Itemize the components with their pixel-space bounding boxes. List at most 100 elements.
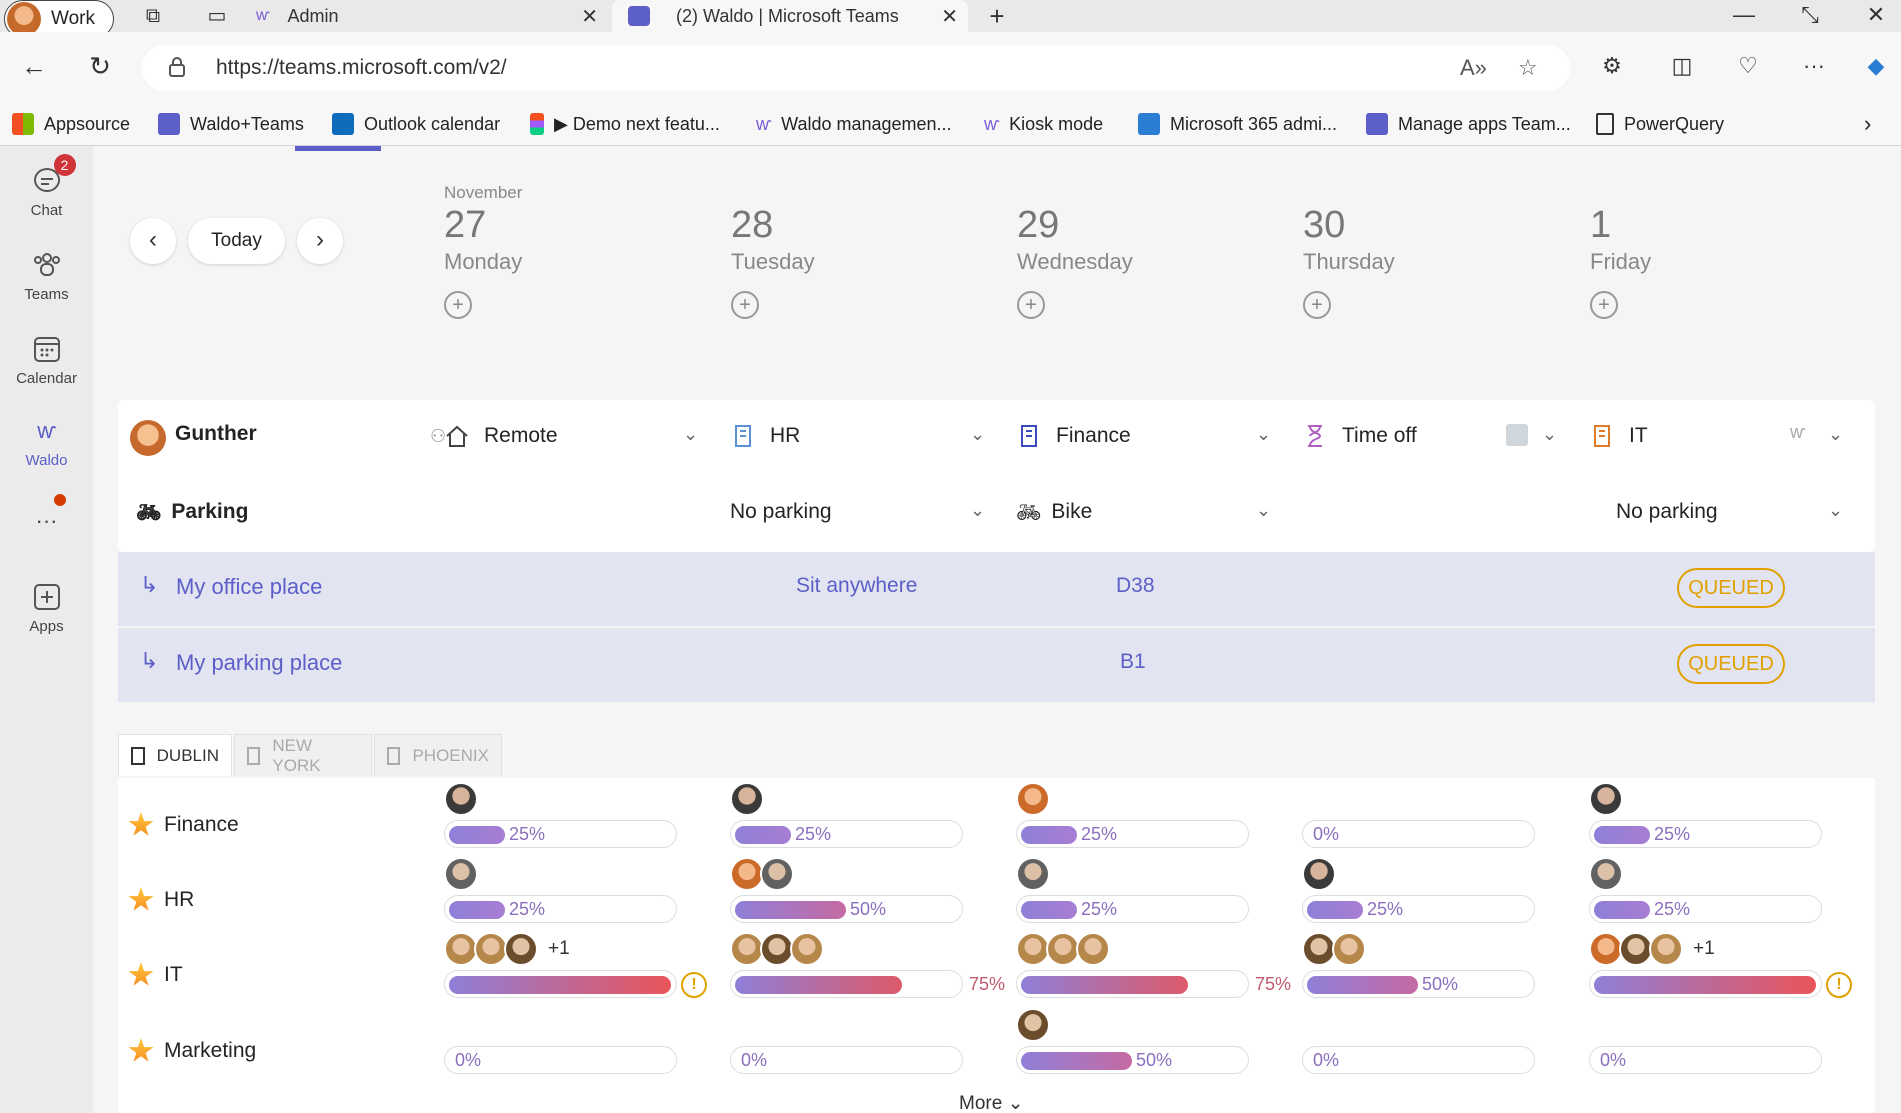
office-place-wednesday[interactable]: D38 bbox=[1116, 574, 1155, 597]
close-tab-icon[interactable]: ✕ bbox=[581, 5, 598, 28]
new-tab-icon[interactable]: + bbox=[989, 1, 1005, 31]
previous-week-button[interactable]: ‹ bbox=[130, 218, 176, 264]
location-wednesday[interactable]: Finance bbox=[1016, 416, 1131, 456]
occupancy-cell[interactable]: 25% bbox=[1016, 782, 1251, 848]
rail-waldo[interactable]: ⱳ Waldo bbox=[0, 416, 93, 469]
chevron-down-icon[interactable]: ⌄ bbox=[970, 424, 986, 444]
subitem-arrow-icon: ↳ bbox=[140, 572, 159, 597]
back-icon[interactable]: ← bbox=[21, 51, 47, 81]
chevron-down-icon[interactable]: ⌄ bbox=[683, 424, 699, 444]
favorites-overflow-chevron-icon[interactable]: › bbox=[1864, 111, 1872, 136]
avatar bbox=[474, 932, 508, 966]
fav-waldo-management[interactable]: ⱳ Waldo managemen... bbox=[756, 110, 952, 138]
add-note-icon[interactable]: + bbox=[1590, 291, 1618, 319]
parking-place-label[interactable]: My parking place bbox=[176, 650, 343, 675]
rail-chat[interactable]: 2 Chat bbox=[0, 154, 93, 219]
occupancy-cell[interactable]: 25% bbox=[1589, 782, 1824, 848]
delegate-icon[interactable]: ⚇ bbox=[430, 426, 447, 446]
fav-waldo-teams[interactable]: Waldo+Teams bbox=[158, 110, 304, 138]
occupancy-cell[interactable]: 0% bbox=[444, 1008, 679, 1074]
rail-calendar[interactable]: Calendar bbox=[0, 334, 93, 387]
minimize-icon[interactable]: — bbox=[1733, 2, 1755, 27]
add-note-icon[interactable]: + bbox=[731, 291, 759, 319]
rail-apps[interactable]: Apps bbox=[0, 582, 93, 635]
chevron-down-icon[interactable]: ⌄ bbox=[1828, 500, 1844, 520]
chevron-down-icon[interactable]: ⌄ bbox=[970, 500, 986, 520]
occupancy-cell[interactable]: 0% bbox=[1302, 782, 1537, 848]
occupancy-cell[interactable]: 0% bbox=[1302, 1008, 1537, 1074]
window-close-icon[interactable]: ✕ bbox=[1866, 2, 1886, 27]
chevron-down-icon[interactable]: ⌄ bbox=[1256, 500, 1272, 520]
occupancy-cell[interactable]: 0% bbox=[730, 1008, 965, 1074]
today-button[interactable]: Today bbox=[188, 218, 285, 264]
building-icon bbox=[131, 746, 145, 765]
fav-kiosk-mode[interactable]: ⱳ Kiosk mode bbox=[984, 110, 1103, 138]
more-apps-icon[interactable]: ··· bbox=[35, 508, 58, 533]
occupancy-cell[interactable]: 50% bbox=[730, 857, 965, 923]
tab-phoenix[interactable]: PHOENIX bbox=[374, 734, 502, 776]
fav-outlook-calendar[interactable]: Outlook calendar bbox=[332, 110, 500, 138]
more-button[interactable]: More ⌄ bbox=[959, 1092, 1024, 1113]
occupancy-cell[interactable]: 25% bbox=[1589, 857, 1824, 923]
occupancy-cell[interactable]: 0% bbox=[1589, 1008, 1824, 1074]
occupancy-cell[interactable]: 25% bbox=[444, 857, 679, 923]
favorite-star-icon[interactable]: ☆ bbox=[1518, 55, 1538, 80]
copilot-icon[interactable]: ◆ bbox=[1867, 53, 1885, 78]
chevron-down-icon[interactable]: ⌄ bbox=[1256, 424, 1272, 444]
add-note-icon[interactable]: + bbox=[1303, 291, 1331, 319]
fav-microsoft-365-admin[interactable]: Microsoft 365 admi... bbox=[1138, 110, 1337, 138]
occupancy-cell[interactable]: 75% bbox=[1016, 932, 1291, 998]
more-people-count[interactable]: +1 bbox=[1693, 938, 1715, 959]
tab-new-york[interactable]: NEW YORK bbox=[234, 734, 372, 776]
profile-button[interactable]: Work bbox=[4, 0, 114, 38]
split-screen-icon[interactable]: ◫ bbox=[1671, 53, 1693, 78]
parking-wednesday[interactable]: 🚲︎ Bike bbox=[1016, 492, 1092, 532]
address-bar[interactable]: https://teams.microsoft.com/v2/ A» ☆ bbox=[142, 45, 1570, 91]
browser-essentials-icon[interactable]: ♡ bbox=[1738, 53, 1758, 78]
occupancy-cell[interactable]: +1 ! bbox=[1589, 932, 1852, 998]
office-place-label[interactable]: My office place bbox=[176, 574, 323, 599]
occupancy-cell[interactable]: +1 ! bbox=[444, 932, 707, 998]
fav-manage-apps-teams[interactable]: Manage apps Team... bbox=[1366, 110, 1571, 138]
chevron-down-icon[interactable]: ⌄ bbox=[1828, 424, 1844, 444]
location-tuesday[interactable]: HR bbox=[730, 416, 800, 456]
read-aloud-icon[interactable]: A» bbox=[1460, 55, 1487, 80]
occupancy-cell[interactable]: 25% bbox=[1302, 857, 1537, 923]
location-friday[interactable]: IT bbox=[1589, 416, 1648, 456]
occupancy-cell[interactable]: 50% bbox=[1302, 932, 1537, 998]
occupancy-cell[interactable]: 25% bbox=[730, 782, 965, 848]
refresh-icon[interactable]: ↻ bbox=[89, 51, 111, 81]
more-people-count[interactable]: +1 bbox=[548, 938, 570, 959]
fav-powerquery[interactable]: PowerQuery bbox=[1596, 110, 1724, 138]
extensions-icon[interactable]: ⚙ bbox=[1602, 53, 1622, 78]
occupancy-cell[interactable]: 50% bbox=[1016, 1008, 1251, 1074]
chevron-down-icon[interactable]: ⌄ bbox=[1542, 424, 1558, 444]
tab-dublin[interactable]: DUBLIN bbox=[118, 734, 232, 776]
restore-icon[interactable]: ⤡ bbox=[1801, 2, 1819, 27]
parking-place-wednesday[interactable]: B1 bbox=[1120, 650, 1146, 673]
more-options-icon[interactable]: ··· bbox=[1803, 53, 1825, 78]
occupancy-cell[interactable]: 25% bbox=[444, 782, 679, 848]
add-note-icon[interactable]: + bbox=[1017, 291, 1045, 319]
occupancy-cell[interactable]: 75% bbox=[730, 932, 1005, 998]
parking-friday[interactable]: No parking bbox=[1616, 492, 1718, 532]
close-tab-icon[interactable]: ✕ bbox=[941, 5, 958, 28]
tab-admin[interactable]: ⱳ Admin ✕ bbox=[256, 0, 608, 32]
workspaces-icon[interactable]: ⧉ bbox=[145, 5, 161, 27]
add-note-icon[interactable]: + bbox=[444, 291, 472, 319]
tab-teams[interactable]: (2) Waldo | Microsoft Teams ✕ bbox=[612, 0, 968, 32]
teams-logo-icon bbox=[628, 6, 650, 26]
tab-actions-icon[interactable]: ▭ bbox=[207, 5, 227, 27]
location-monday[interactable]: Remote bbox=[444, 416, 558, 456]
occupancy-cell[interactable]: 25% bbox=[1016, 857, 1251, 923]
parking-tuesday[interactable]: No parking bbox=[730, 492, 832, 532]
rail-teams[interactable]: Teams bbox=[0, 250, 93, 303]
next-week-button[interactable]: › bbox=[297, 218, 343, 264]
fav-appsource[interactable]: Appsource bbox=[12, 110, 130, 138]
fav-demo-next-feature[interactable]: ▶ Demo next featu... bbox=[530, 110, 720, 138]
day-name: Wednesday bbox=[1017, 249, 1133, 274]
profile-label: Work bbox=[51, 8, 95, 29]
office-place-tuesday[interactable]: Sit anywhere bbox=[796, 574, 918, 597]
location-thursday[interactable]: Time off bbox=[1302, 416, 1417, 456]
occupancy-bar-fill bbox=[449, 901, 505, 919]
